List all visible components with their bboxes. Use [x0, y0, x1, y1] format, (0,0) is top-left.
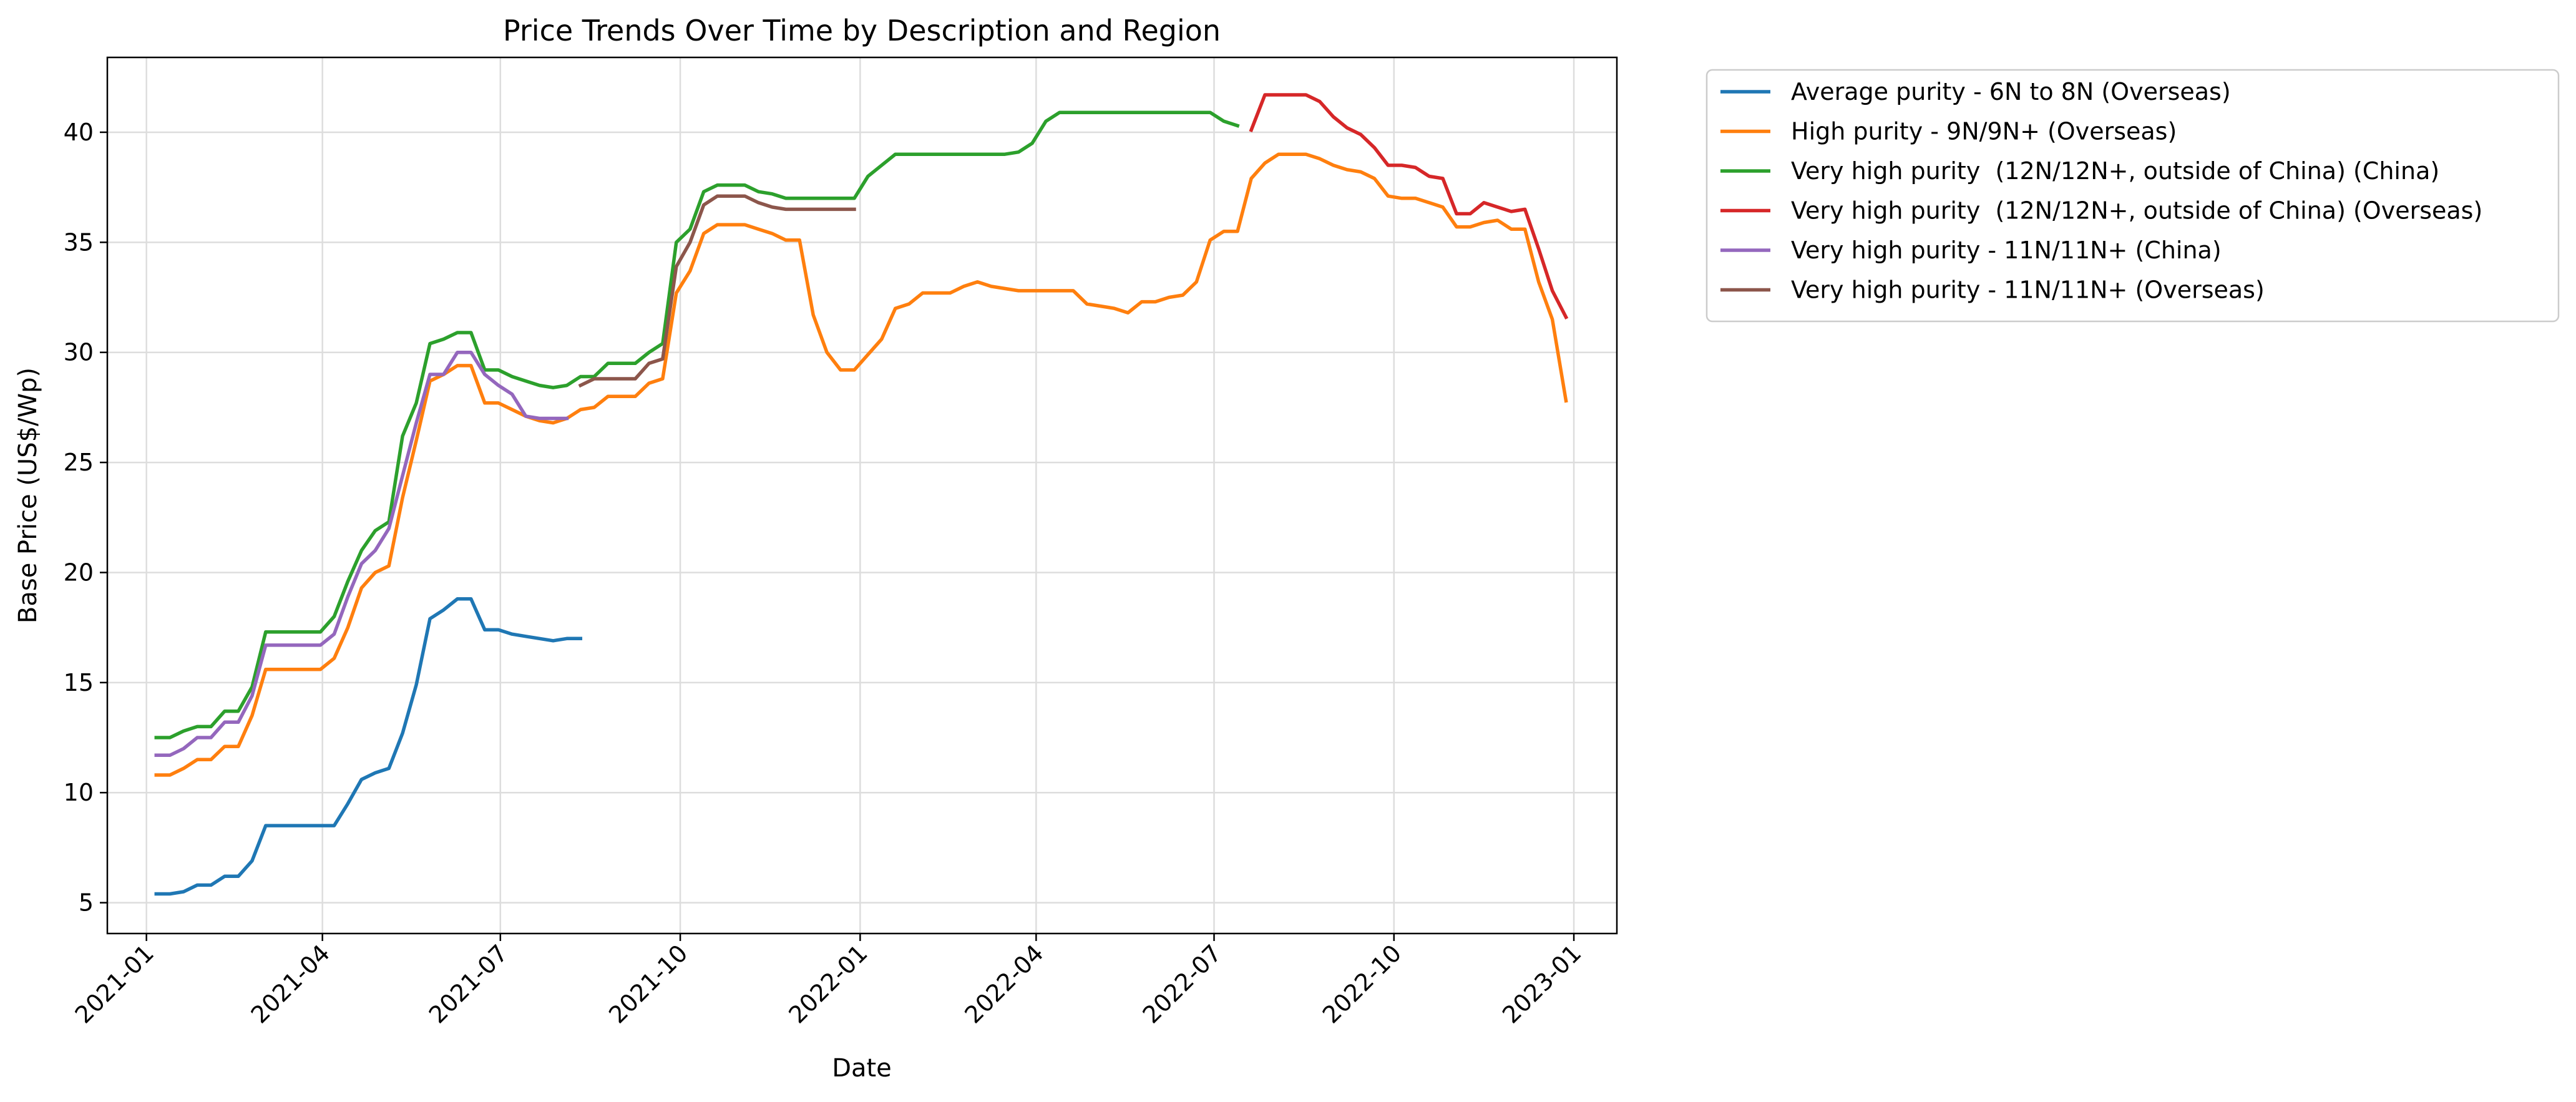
- series-line-5: [154, 350, 569, 758]
- y-tick-label: 40: [64, 119, 94, 146]
- y-tick-label: 25: [64, 449, 94, 476]
- y-tick-label: 20: [64, 558, 94, 586]
- series-line-6: [578, 194, 856, 388]
- grid: [107, 57, 1617, 934]
- y-tick-label: 35: [64, 228, 94, 256]
- y-axis-label: Base Price (US$/Wp): [14, 368, 42, 623]
- x-axis-label: Date: [832, 1054, 892, 1083]
- y-axis-ticks: 5 10 15 20 25 30 35 40: [64, 119, 107, 917]
- legend-label-1: Average purity - 6N to 8N (Overseas): [1791, 78, 2231, 105]
- legend: Average purity - 6N to 8N (Overseas) High…: [1705, 69, 2560, 323]
- y-tick-label: 10: [64, 779, 94, 806]
- legend-label-5: Very high purity - 11N/11N+ (China): [1791, 236, 2222, 264]
- y-tick-label: 5: [79, 889, 94, 917]
- y-tick-label: 15: [64, 669, 94, 696]
- series-line-1: [154, 597, 583, 896]
- series-line-3: [154, 110, 1240, 739]
- plot-frame: [106, 56, 1618, 935]
- legend-label-4: Very high purity (12N/12N+, outside of C…: [1791, 197, 2482, 225]
- legend-label-6: Very high purity - 11N/11N+ (Overseas): [1791, 276, 2265, 304]
- legend-label-2: High purity - 9N/9N+ (Overseas): [1791, 118, 2177, 145]
- y-tick-label: 30: [64, 339, 94, 366]
- series-line-2: [154, 152, 1568, 777]
- legend-label-3: Very high purity (12N/12N+, outside of C…: [1791, 157, 2439, 185]
- chart-title: Price Trends Over Time by Description an…: [503, 14, 1221, 47]
- legend-box: [1705, 69, 2560, 323]
- series-line-4: [1249, 93, 1569, 320]
- series-lines: [154, 93, 1569, 896]
